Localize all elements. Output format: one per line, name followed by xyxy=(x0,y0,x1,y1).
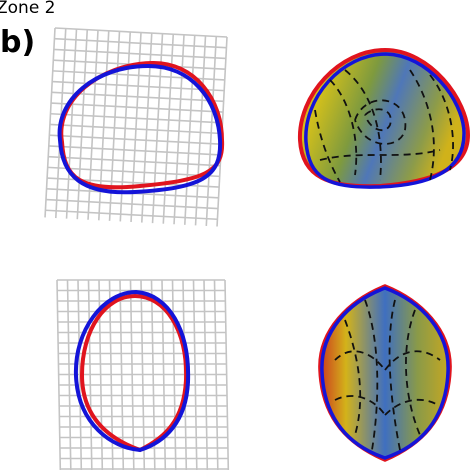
panel-label: b) xyxy=(0,25,35,60)
grid-line xyxy=(50,112,223,124)
grid-line xyxy=(45,209,218,221)
grid-line xyxy=(45,198,219,210)
grid-line xyxy=(44,27,56,218)
grid-line xyxy=(51,102,224,113)
streamlines xyxy=(334,299,441,451)
streamlines xyxy=(314,69,454,183)
grid-line xyxy=(53,48,226,60)
grid-line xyxy=(48,145,221,156)
field-shape xyxy=(318,284,452,462)
field-shape xyxy=(297,47,471,189)
grid-line xyxy=(52,80,225,92)
blue-outline xyxy=(304,52,466,189)
grid-line xyxy=(49,123,222,135)
blue-outline xyxy=(57,63,223,195)
grid-line xyxy=(49,134,222,146)
grid-line xyxy=(56,280,62,470)
grid-line xyxy=(47,166,220,178)
grid-line xyxy=(48,155,221,167)
blue-outline xyxy=(320,286,450,460)
grid-line xyxy=(54,37,227,49)
deformation-grid xyxy=(44,27,228,227)
zone-label: Zone 2 xyxy=(0,0,56,18)
blue-outline xyxy=(73,289,191,453)
grid-line xyxy=(54,27,228,38)
